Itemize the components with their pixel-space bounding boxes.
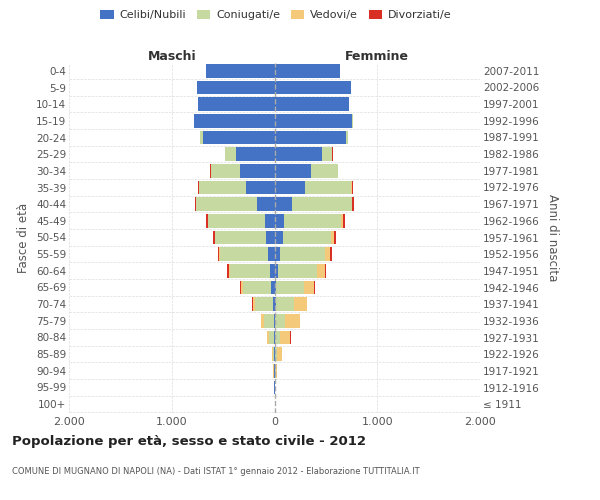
Bar	[220, 248, 268, 261]
Bar	[275, 198, 292, 211]
Bar	[194, 198, 196, 211]
Bar	[227, 264, 229, 278]
Bar	[194, 114, 275, 128]
Bar	[206, 64, 275, 78]
Bar	[330, 248, 332, 261]
Bar	[269, 330, 274, 344]
Bar	[274, 314, 275, 328]
Bar	[275, 364, 277, 378]
Bar	[275, 98, 349, 111]
Bar	[275, 80, 351, 94]
Bar	[219, 248, 220, 261]
Bar	[240, 280, 241, 294]
Bar	[305, 180, 351, 194]
Bar	[261, 314, 264, 328]
Bar	[325, 264, 326, 278]
Bar	[218, 248, 219, 261]
Bar	[239, 164, 275, 177]
Bar	[265, 214, 275, 228]
Bar	[325, 248, 330, 261]
Bar	[203, 130, 275, 144]
Bar	[322, 148, 332, 161]
Bar	[214, 230, 215, 244]
Bar	[199, 98, 275, 111]
Bar	[275, 164, 311, 177]
Bar	[275, 348, 277, 361]
Bar	[304, 280, 314, 294]
Bar	[271, 280, 275, 294]
Bar	[241, 280, 243, 294]
Bar	[275, 214, 284, 228]
Text: Femmine: Femmine	[345, 50, 409, 64]
Bar	[280, 248, 325, 261]
Bar	[275, 230, 283, 244]
Bar	[215, 230, 266, 244]
Bar	[275, 148, 322, 161]
Bar	[283, 230, 331, 244]
Bar	[275, 64, 340, 78]
Bar	[346, 130, 348, 144]
Bar	[229, 264, 230, 278]
Bar	[269, 264, 275, 278]
Bar	[198, 180, 199, 194]
Bar	[268, 248, 275, 261]
Bar	[275, 248, 280, 261]
Bar	[275, 264, 278, 278]
Bar	[243, 280, 271, 294]
Bar	[280, 330, 290, 344]
Bar	[253, 298, 255, 311]
Bar	[275, 180, 305, 194]
Bar	[236, 148, 275, 161]
Bar	[277, 348, 281, 361]
Bar	[334, 230, 335, 244]
Bar	[293, 298, 307, 311]
Bar	[272, 348, 274, 361]
Bar	[206, 214, 208, 228]
Y-axis label: Anni di nascita: Anni di nascita	[546, 194, 559, 281]
Bar	[275, 114, 352, 128]
Bar	[226, 148, 236, 161]
Bar	[292, 198, 352, 211]
Bar	[352, 198, 355, 211]
Bar	[343, 214, 345, 228]
Bar	[246, 180, 275, 194]
Text: Maschi: Maschi	[148, 50, 196, 64]
Bar	[275, 280, 277, 294]
Text: COMUNE DI MUGNANO DI NAPOLI (NA) - Dati ISTAT 1° gennaio 2012 - Elaborazione TUT: COMUNE DI MUGNANO DI NAPOLI (NA) - Dati …	[12, 468, 419, 476]
Bar	[317, 264, 325, 278]
Bar	[275, 298, 293, 311]
Y-axis label: Fasce di età: Fasce di età	[17, 202, 31, 272]
Bar	[197, 80, 275, 94]
Bar	[341, 214, 343, 228]
Bar	[278, 264, 317, 278]
Bar	[230, 264, 269, 278]
Bar	[255, 298, 273, 311]
Bar	[275, 314, 285, 328]
Bar	[311, 164, 338, 177]
Bar	[352, 180, 353, 194]
Bar	[264, 314, 274, 328]
Bar	[199, 180, 246, 194]
Bar	[285, 314, 300, 328]
Bar	[284, 214, 341, 228]
Text: Popolazione per età, sesso e stato civile - 2012: Popolazione per età, sesso e stato civil…	[12, 435, 366, 448]
Legend: Celibi/Nubili, Coniugati/e, Vedovi/e, Divorziati/e: Celibi/Nubili, Coniugati/e, Vedovi/e, Di…	[96, 6, 456, 25]
Bar	[268, 330, 269, 344]
Bar	[196, 198, 257, 211]
Bar	[273, 298, 275, 311]
Bar	[275, 130, 346, 144]
Bar	[211, 164, 239, 177]
Bar	[266, 230, 275, 244]
Bar	[277, 280, 304, 294]
Bar	[331, 230, 334, 244]
Bar	[200, 130, 203, 144]
Bar	[257, 198, 275, 211]
Bar	[208, 214, 265, 228]
Bar	[275, 330, 280, 344]
